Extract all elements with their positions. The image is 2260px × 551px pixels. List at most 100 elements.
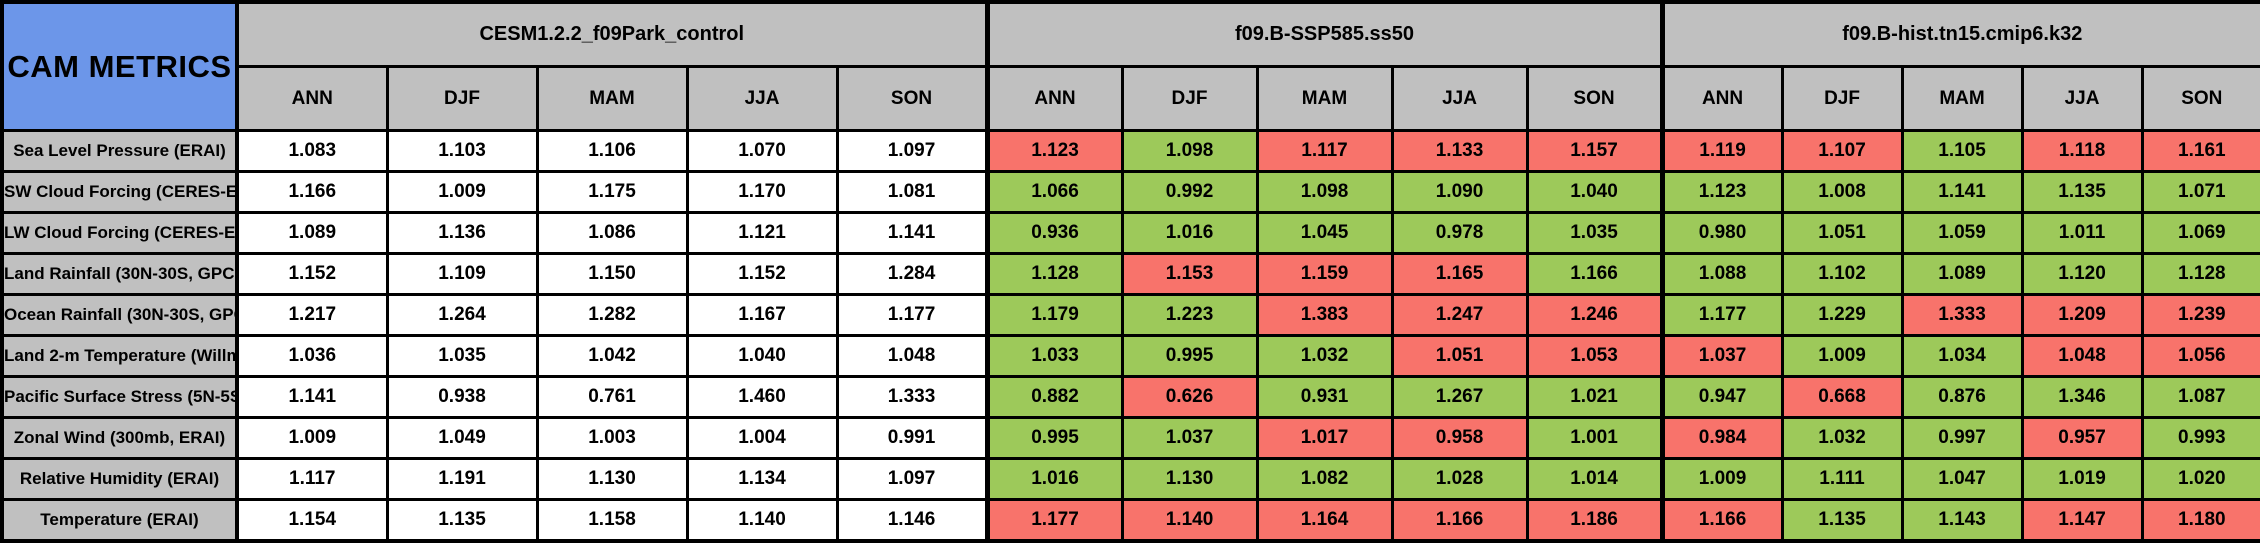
- table-body: Sea Level Pressure (ERAI) 1.083 1.103 1.106…: [0, 129, 2260, 543]
- metric-cell: 1.040: [685, 334, 839, 378]
- metric-cell: 1.152: [235, 252, 389, 296]
- metric-cell: 0.993: [2140, 416, 2260, 460]
- metric-cell: 1.028: [1390, 457, 1529, 501]
- metric-row-label: Zonal Wind (300mb, ERAI): [0, 416, 239, 460]
- metric-cell: 1.102: [1780, 252, 1904, 296]
- metric-cell: 1.071: [2140, 170, 2260, 214]
- metric-cell: 1.217: [235, 293, 389, 337]
- metric-cell: 1.014: [1525, 457, 1664, 501]
- metric-cell: 0.931: [1255, 375, 1394, 419]
- metric-cell: 1.003: [535, 416, 689, 460]
- metric-cell: 1.017: [1255, 416, 1394, 460]
- metric-cell: 1.037: [1120, 416, 1259, 460]
- season-header: DJF: [1780, 65, 1904, 132]
- metric-cell: 1.047: [1900, 457, 2024, 501]
- metric-cell: 1.246: [1525, 293, 1664, 337]
- metric-cell: 1.119: [1659, 129, 1784, 173]
- metric-cell: 1.020: [2140, 457, 2260, 501]
- metric-cell: 1.147: [2020, 498, 2144, 543]
- metric-cell: 1.016: [1120, 211, 1259, 255]
- table-row: Temperature (ERAI) 1.154 1.135 1.158 1.140 1.…: [0, 498, 2260, 543]
- metric-cell: 1.040: [1525, 170, 1664, 214]
- table-row: Ocean Rainfall (30N-30S, GPCP) 1.217 1.264…: [0, 293, 2260, 337]
- season-header: DJF: [385, 65, 539, 132]
- metric-cell: 1.128: [2140, 252, 2260, 296]
- metric-cell: 1.247: [1390, 293, 1529, 337]
- metric-cell: 0.668: [1780, 375, 1904, 419]
- metric-cell: 1.167: [685, 293, 839, 337]
- metric-cell: 0.997: [1900, 416, 2024, 460]
- metric-cell: 0.980: [1659, 211, 1784, 255]
- metric-cell: 1.346: [2020, 375, 2144, 419]
- metric-cell: 1.179: [984, 293, 1124, 337]
- group-header-row: CAM METRICS CESM1.2.2_f09Park_control f0…: [0, 0, 2260, 132]
- metric-cell: 1.191: [385, 457, 539, 501]
- metric-cell: 1.161: [2140, 129, 2260, 173]
- metric-cell: 0.626: [1120, 375, 1259, 419]
- metric-cell: 1.146: [835, 498, 989, 543]
- metric-cell: 1.165: [1390, 252, 1529, 296]
- metric-cell: 1.097: [835, 457, 989, 501]
- season-header: JJA: [2020, 65, 2144, 132]
- group-header-control: CESM1.2.2_f09Park_control: [235, 0, 989, 68]
- metric-cell: 1.140: [685, 498, 839, 543]
- metric-cell: 1.141: [1900, 170, 2024, 214]
- season-header: MAM: [1255, 65, 1394, 132]
- metric-cell: 1.089: [235, 211, 389, 255]
- season-header: ANN: [235, 65, 389, 132]
- metric-cell: 1.066: [984, 170, 1124, 214]
- metric-cell: 1.140: [1120, 498, 1259, 543]
- metric-cell: 0.947: [1659, 375, 1784, 419]
- metric-cell: 1.135: [1780, 498, 1904, 543]
- metric-cell: 1.111: [1780, 457, 1904, 501]
- table-row: Zonal Wind (300mb, ERAI) 1.009 1.049 1.003 1…: [0, 416, 2260, 460]
- season-header: JJA: [685, 65, 839, 132]
- metric-cell: 1.130: [535, 457, 689, 501]
- metric-cell: 1.048: [2020, 334, 2144, 378]
- metric-cell: 0.761: [535, 375, 689, 419]
- metric-cell: 1.033: [984, 334, 1124, 378]
- metric-row-label: Temperature (ERAI): [0, 498, 239, 543]
- metric-cell: 1.133: [1390, 129, 1529, 173]
- metric-cell: 1.088: [1659, 252, 1784, 296]
- metric-cell: 1.136: [385, 211, 539, 255]
- metric-cell: 1.333: [835, 375, 989, 419]
- metric-cell: 1.123: [1659, 170, 1784, 214]
- metric-cell: 1.150: [535, 252, 689, 296]
- metric-cell: 1.004: [685, 416, 839, 460]
- metric-cell: 1.034: [1900, 334, 2024, 378]
- metric-cell: 1.117: [235, 457, 389, 501]
- metric-cell: 1.135: [2020, 170, 2144, 214]
- metric-cell: 1.086: [535, 211, 689, 255]
- metric-cell: 1.051: [1780, 211, 1904, 255]
- metric-cell: 1.164: [1255, 498, 1394, 543]
- metric-cell: 1.159: [1255, 252, 1394, 296]
- metric-cell: 0.938: [385, 375, 539, 419]
- metric-cell: 1.383: [1255, 293, 1394, 337]
- metric-cell: 1.154: [235, 498, 389, 543]
- metric-cell: 1.117: [1255, 129, 1394, 173]
- metric-cell: 1.051: [1390, 334, 1529, 378]
- metric-cell: 1.460: [685, 375, 839, 419]
- metric-cell: 1.009: [385, 170, 539, 214]
- metric-cell: 1.009: [1780, 334, 1904, 378]
- metric-cell: 1.175: [535, 170, 689, 214]
- metric-cell: 0.991: [835, 416, 989, 460]
- metric-cell: 1.109: [385, 252, 539, 296]
- metric-cell: 1.128: [984, 252, 1124, 296]
- metric-cell: 1.098: [1120, 129, 1259, 173]
- table-row: LW Cloud Forcing (CERES-EBAF)1.0891.1361…: [0, 211, 2260, 255]
- metric-cell: 1.152: [685, 252, 839, 296]
- metric-cell: 1.141: [835, 211, 989, 255]
- season-header: MAM: [1900, 65, 2024, 132]
- metric-row-label: Land Rainfall (30N-30S, GPCP): [0, 252, 239, 296]
- metric-cell: 1.053: [1525, 334, 1664, 378]
- metric-cell: 1.037: [1659, 334, 1784, 378]
- metric-cell: 1.121: [685, 211, 839, 255]
- metric-row-label: Sea Level Pressure (ERAI): [0, 129, 239, 173]
- metric-cell: 0.882: [984, 375, 1124, 419]
- metric-cell: 1.186: [1525, 498, 1664, 543]
- metric-cell: 1.135: [385, 498, 539, 543]
- metric-cell: 0.876: [1900, 375, 2024, 419]
